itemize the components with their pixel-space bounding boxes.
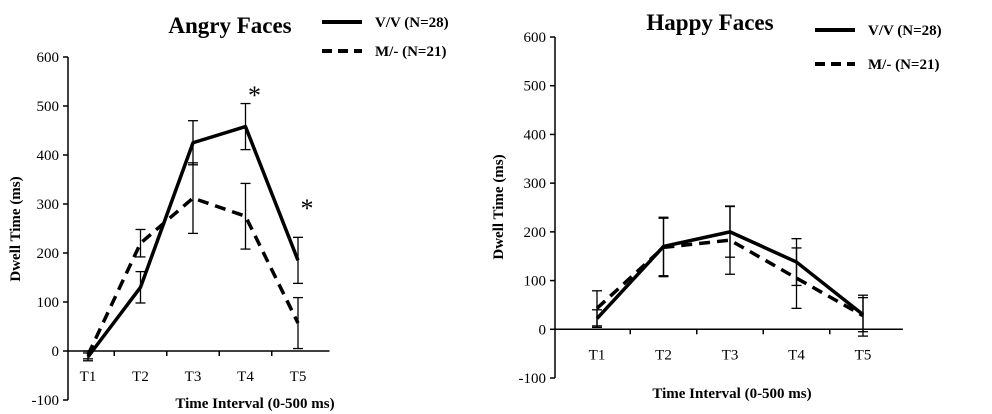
angry-y-tick-label: 400 bbox=[37, 148, 60, 164]
happy-x-tick-label: T2 bbox=[655, 347, 672, 363]
happy-y-tick-label: 100 bbox=[524, 274, 547, 290]
angry-faces-chart: Angry Faces Dwell Time (ms) Time Interva… bbox=[8, 13, 449, 412]
angry-x-tick-label: T4 bbox=[237, 369, 254, 385]
angry-x-tick-label: T3 bbox=[185, 369, 202, 385]
happy-x-axis-label: Time Interval (0-500 ms) bbox=[652, 386, 811, 402]
happy-chart-title: Happy Faces bbox=[646, 10, 773, 35]
angry-significance-marker: * bbox=[248, 81, 261, 110]
angry-legend-label-m: M/- (N=21) bbox=[375, 44, 446, 60]
happy-y-tick-label: 600 bbox=[524, 30, 547, 46]
happy-y-tick-label: 0 bbox=[539, 322, 547, 338]
angry-y-tick-label: 100 bbox=[37, 295, 60, 311]
angry-x-tick-label: T5 bbox=[290, 369, 307, 385]
angry-y-tick-label: -100 bbox=[32, 393, 60, 409]
happy-y-tick-label: 400 bbox=[524, 127, 547, 143]
angry-legend-label-vv: V/V (N=28) bbox=[375, 15, 449, 31]
angry-series-line-m bbox=[86, 196, 300, 356]
angry-y-tick-label: 300 bbox=[37, 197, 60, 213]
angry-y-tick-label: 500 bbox=[37, 99, 60, 115]
angry-x-tick-label: T2 bbox=[132, 369, 149, 385]
angry-x-tick-label: T1 bbox=[80, 369, 97, 385]
angry-y-axis-label: Dwell Time (ms) bbox=[8, 176, 24, 281]
happy-y-tick-label: 300 bbox=[524, 176, 547, 192]
angry-legend: V/V (N=28) M/- (N=21) bbox=[322, 15, 449, 60]
happy-x-tick-label: T3 bbox=[722, 347, 739, 363]
angry-significance-marker: * bbox=[301, 194, 314, 223]
happy-series-line-m bbox=[595, 238, 864, 318]
angry-y-tick-label: 600 bbox=[37, 50, 60, 66]
angry-x-axis-label: Time Interval (0-500 ms) bbox=[175, 396, 334, 412]
angry-y-tick-label: 200 bbox=[37, 246, 60, 262]
happy-x-tick-label: T4 bbox=[788, 347, 805, 363]
angry-y-tick-label: 0 bbox=[52, 344, 60, 360]
happy-legend-label-vv: V/V (N=28) bbox=[868, 23, 942, 39]
happy-x-tick-label: T5 bbox=[855, 347, 872, 363]
happy-y-tick-label: 200 bbox=[524, 225, 547, 241]
happy-faces-chart: Happy Faces Dwell Time (ms) Time Interva… bbox=[491, 10, 942, 402]
happy-legend-label-m: M/- (N=21) bbox=[868, 57, 939, 73]
angry-chart-title: Angry Faces bbox=[168, 13, 291, 38]
happy-legend: V/V (N=28) M/- (N=21) bbox=[815, 23, 942, 73]
happy-y-tick-label: -100 bbox=[519, 371, 547, 387]
happy-y-tick-label: 500 bbox=[524, 79, 547, 95]
happy-x-tick-label: T1 bbox=[589, 347, 606, 363]
happy-y-axis-label: Dwell Time (ms) bbox=[491, 154, 507, 259]
